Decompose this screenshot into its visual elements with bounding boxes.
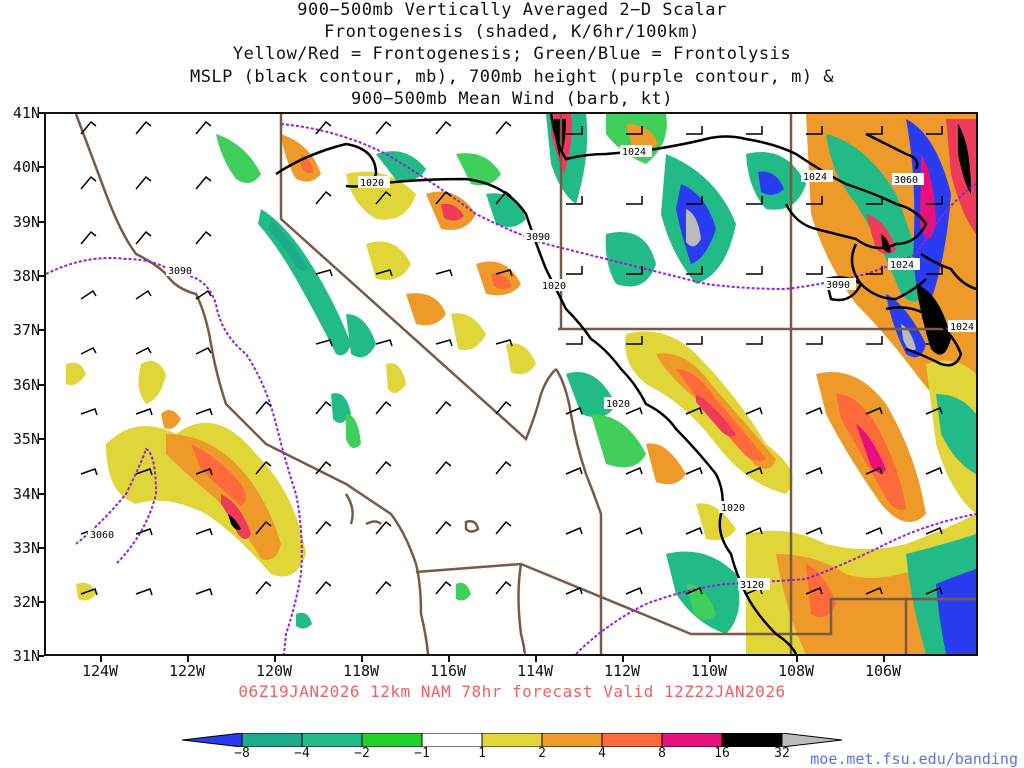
tick: [38, 601, 44, 603]
lat-label: 32N: [12, 593, 40, 611]
tick: [38, 112, 44, 114]
mslp-label: 1020: [721, 503, 745, 514]
lat-label: 31N: [12, 647, 40, 665]
tick: [622, 656, 624, 662]
colorbar-label: 32: [774, 746, 790, 761]
height-label: 3120: [740, 580, 764, 591]
colorbar-segment: [301, 733, 363, 747]
colorbar-label: 8: [658, 746, 666, 761]
colorbar-label: 2: [538, 746, 546, 761]
lat-label: 39N: [12, 213, 40, 231]
mslp-label: 1024: [803, 172, 827, 183]
colorbar-label: −1: [414, 746, 430, 761]
title-line-1: 900−500mb Vertically Averaged 2−D Scalar: [297, 0, 727, 20]
source-credit: moe.met.fsu.edu/banding: [810, 750, 1018, 768]
height-label: 3090: [526, 232, 550, 243]
colorbar-segment: [661, 733, 723, 747]
colorbar-label: 16: [714, 746, 730, 761]
colorbar-label: 1: [478, 746, 486, 761]
lon-label: 110W: [690, 662, 728, 680]
colorbar-label: 4: [598, 746, 606, 761]
tick: [38, 655, 44, 657]
title-line-2: Frontogenesis (shaded, K/6hr/100km): [324, 22, 700, 42]
tick: [38, 221, 44, 223]
mslp-label: 1020: [542, 281, 566, 292]
height-label: 3090: [168, 266, 192, 277]
lon-label: 108W: [777, 662, 815, 680]
tick: [709, 656, 711, 662]
tick: [796, 656, 798, 662]
height-label: 3060: [90, 530, 114, 541]
mslp-label: 1024: [950, 322, 974, 333]
title-line-3: Yellow/Red = Frontogenesis; Green/Blue =…: [232, 44, 792, 64]
tick: [38, 275, 44, 277]
mslp-label: 1020: [360, 178, 384, 189]
mslp-label: 1020: [606, 399, 630, 410]
lon-label: 122W: [168, 662, 206, 680]
color-scale-bar: [182, 733, 842, 747]
colorbar-label: −4: [294, 746, 310, 761]
title-line-5: 900−500mb Mean Wind (barb, kt): [350, 89, 674, 109]
mslp-label: 1024: [622, 147, 646, 158]
mslp-label: 1024: [890, 260, 914, 271]
tick: [38, 493, 44, 495]
lon-label: 114W: [516, 662, 554, 680]
lat-label: 38N: [12, 267, 40, 285]
lon-label: 120W: [255, 662, 293, 680]
frontogenesis-shading: [66, 114, 976, 654]
lat-label: 36N: [12, 376, 40, 394]
tick: [883, 656, 885, 662]
colorbar-segment: [781, 733, 842, 747]
colorbar-segment: [421, 733, 483, 747]
tick: [100, 656, 102, 662]
title-line-4: MSLP (black contour, mb), 700mb height (…: [189, 67, 835, 87]
tick: [535, 656, 537, 662]
colorbar-segment: [182, 733, 243, 747]
colorbar-segment: [601, 733, 663, 747]
colorbar-segment: [481, 733, 543, 747]
tick: [38, 438, 44, 440]
colorbar-segment: [241, 733, 303, 747]
state-borders: [74, 114, 976, 654]
wind-barbs: [80, 120, 943, 596]
colorbar-label: −8: [234, 746, 250, 761]
lat-label: 41N: [12, 104, 40, 122]
lon-label: 106W: [864, 662, 902, 680]
tick: [187, 656, 189, 662]
lat-label: 40N: [12, 158, 40, 176]
lat-label: 34N: [12, 485, 40, 503]
tick: [448, 656, 450, 662]
contour-labels: 1020 1020 1020 1020 1024 1024 1024 1024 …: [88, 145, 976, 591]
lat-label: 37N: [12, 321, 40, 339]
forecast-valid-info: 06Z19JAN2026 12km NAM 78hr forecast Vali…: [238, 682, 786, 701]
tick: [38, 547, 44, 549]
lon-label: 112W: [603, 662, 641, 680]
tick: [38, 384, 44, 386]
map-panel: 1020 1020 1020 1020 1024 1024 1024 1024 …: [44, 112, 978, 656]
lat-label: 35N: [12, 430, 40, 448]
tick: [361, 656, 363, 662]
lon-label: 116W: [429, 662, 467, 680]
map-canvas: 1020 1020 1020 1020 1024 1024 1024 1024 …: [46, 114, 976, 654]
colorbar-segment: [541, 733, 603, 747]
lon-label: 118W: [342, 662, 380, 680]
lat-label: 33N: [12, 539, 40, 557]
tick: [38, 329, 44, 331]
colorbar-segment: [361, 733, 423, 747]
height-label: 3090: [826, 280, 850, 291]
tick: [38, 166, 44, 168]
colorbar-label: −2: [354, 746, 370, 761]
height-label: 3060: [894, 175, 918, 186]
lon-label: 124W: [81, 662, 119, 680]
colorbar-segment: [721, 733, 783, 747]
tick: [274, 656, 276, 662]
